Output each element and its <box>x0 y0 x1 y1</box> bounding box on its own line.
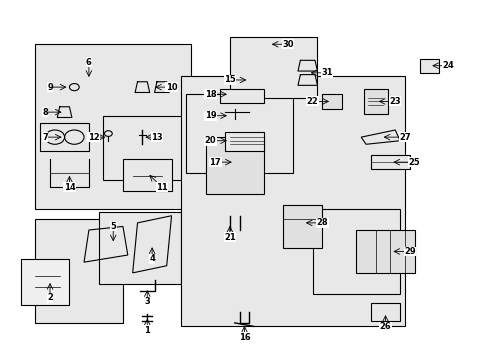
Text: 17: 17 <box>209 158 221 167</box>
Text: 12: 12 <box>88 132 100 141</box>
FancyBboxPatch shape <box>186 94 292 173</box>
Text: 11: 11 <box>156 183 167 192</box>
Text: 6: 6 <box>86 58 92 67</box>
FancyBboxPatch shape <box>322 94 341 109</box>
Text: 9: 9 <box>47 83 53 92</box>
Text: 16: 16 <box>238 333 250 342</box>
Text: 27: 27 <box>398 132 410 141</box>
Text: 21: 21 <box>224 233 235 242</box>
FancyBboxPatch shape <box>363 89 387 114</box>
Text: 7: 7 <box>42 132 48 141</box>
Text: 30: 30 <box>282 40 293 49</box>
FancyBboxPatch shape <box>370 155 409 169</box>
Text: 15: 15 <box>224 76 235 85</box>
Text: 4: 4 <box>149 254 155 263</box>
Text: 2: 2 <box>47 293 53 302</box>
FancyBboxPatch shape <box>312 208 399 294</box>
FancyBboxPatch shape <box>122 158 171 191</box>
FancyBboxPatch shape <box>283 205 322 248</box>
FancyBboxPatch shape <box>40 123 89 152</box>
FancyBboxPatch shape <box>419 59 438 73</box>
FancyBboxPatch shape <box>370 303 399 321</box>
FancyBboxPatch shape <box>99 212 181 284</box>
Text: 8: 8 <box>42 108 48 117</box>
Text: 24: 24 <box>442 61 454 70</box>
Text: 1: 1 <box>144 325 150 334</box>
FancyBboxPatch shape <box>103 116 186 180</box>
Text: 31: 31 <box>321 68 332 77</box>
Text: 28: 28 <box>316 219 327 228</box>
FancyBboxPatch shape <box>35 219 122 323</box>
Text: 5: 5 <box>110 222 116 231</box>
Text: 20: 20 <box>204 136 216 145</box>
FancyBboxPatch shape <box>181 76 404 327</box>
Text: 25: 25 <box>408 158 420 167</box>
Text: 26: 26 <box>379 322 390 331</box>
Text: 29: 29 <box>403 247 415 256</box>
FancyBboxPatch shape <box>21 258 69 305</box>
Text: 18: 18 <box>204 90 216 99</box>
Text: 22: 22 <box>306 97 318 106</box>
FancyBboxPatch shape <box>35 44 191 208</box>
FancyBboxPatch shape <box>220 89 264 103</box>
Text: 3: 3 <box>144 297 150 306</box>
Text: 19: 19 <box>204 111 216 120</box>
Text: 14: 14 <box>63 183 75 192</box>
FancyBboxPatch shape <box>356 230 414 273</box>
FancyBboxPatch shape <box>229 37 317 98</box>
FancyBboxPatch shape <box>224 132 264 152</box>
FancyBboxPatch shape <box>205 137 264 194</box>
Text: 23: 23 <box>388 97 400 106</box>
Text: 13: 13 <box>151 132 163 141</box>
Text: 10: 10 <box>165 83 177 92</box>
